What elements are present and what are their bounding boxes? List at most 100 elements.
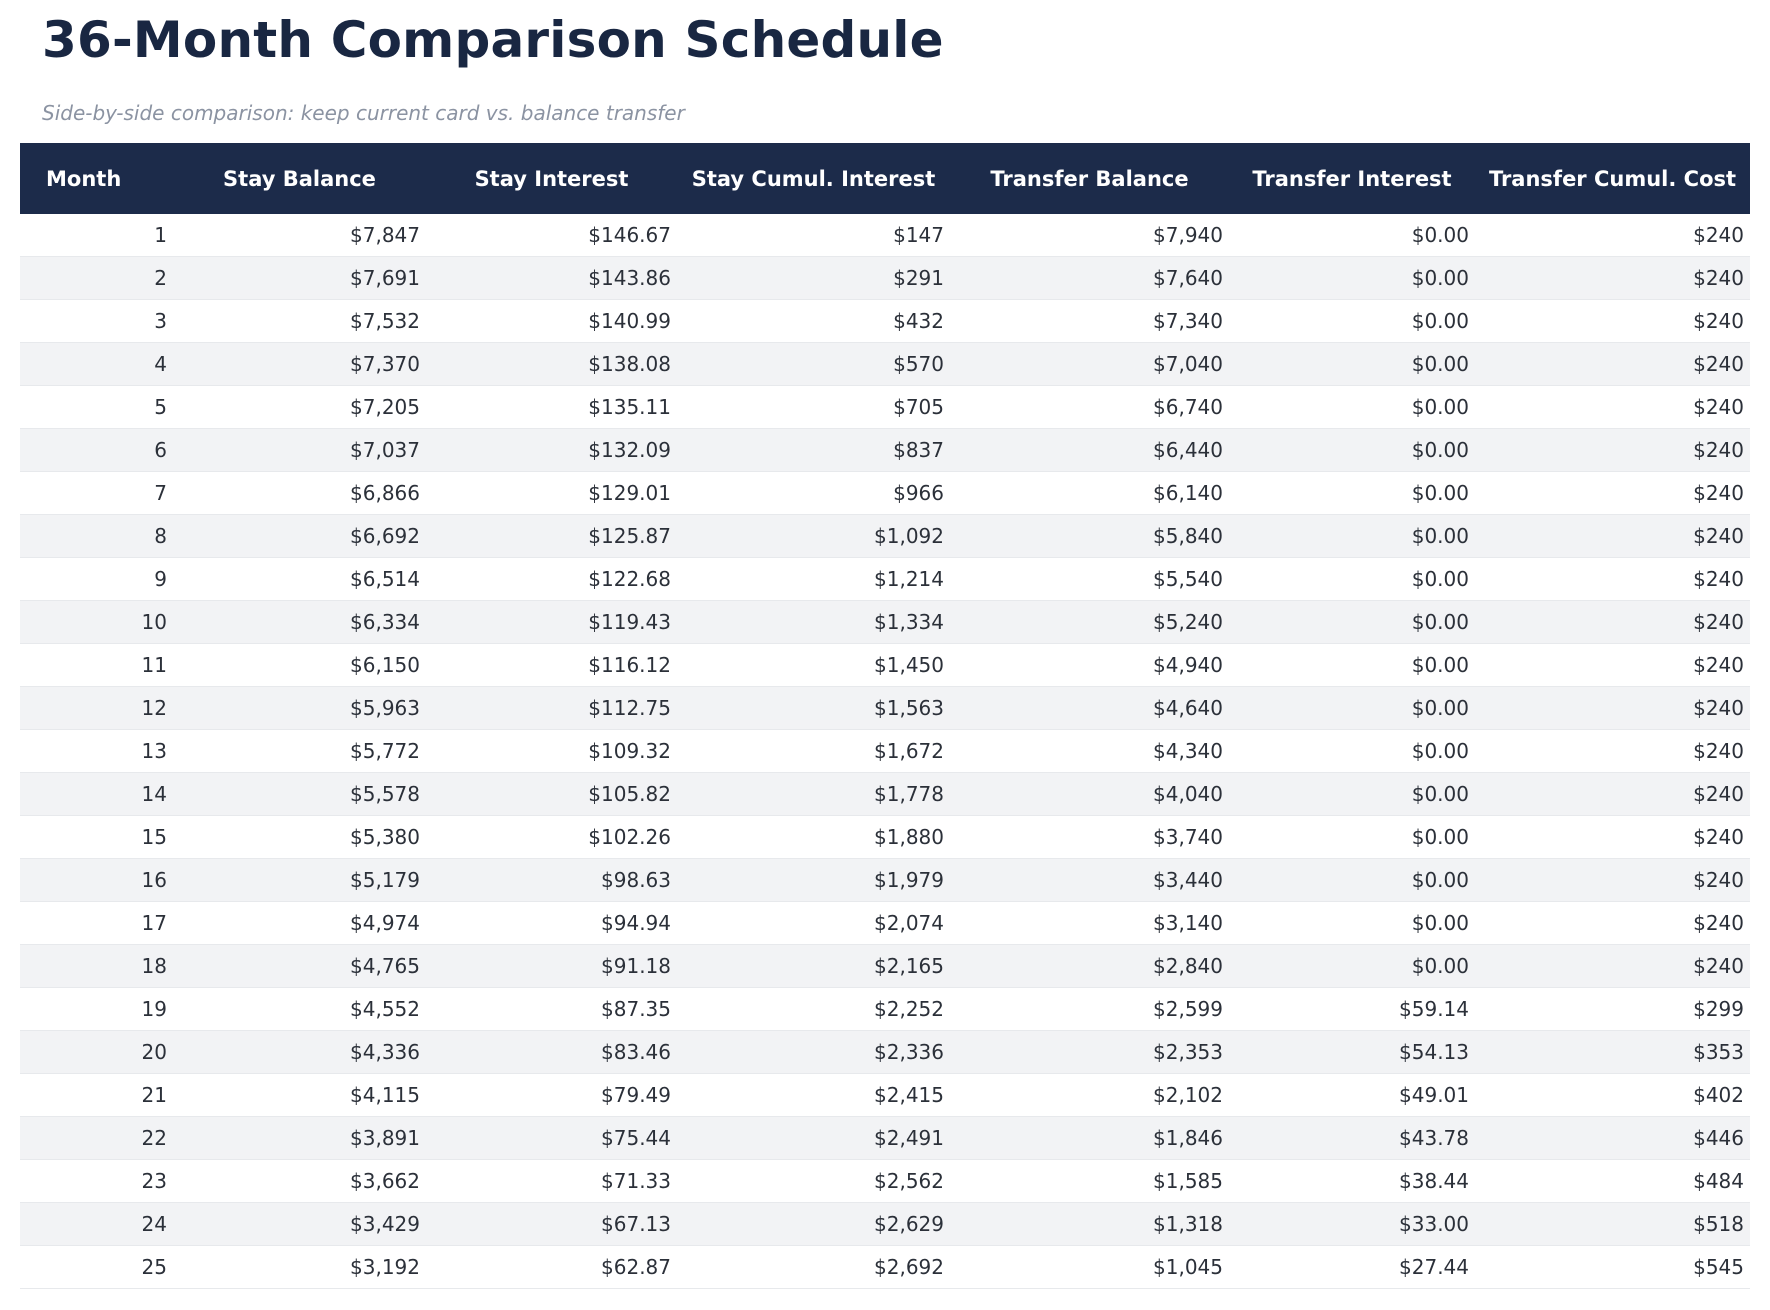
table-cell: $5,772 bbox=[350, 739, 420, 763]
month-cell: 9 bbox=[154, 567, 167, 591]
table-cell: $87.35 bbox=[601, 997, 671, 1021]
table-cell: $0.00 bbox=[1411, 825, 1469, 849]
month-cell: 2 bbox=[154, 266, 167, 290]
table-cell: $0.00 bbox=[1411, 782, 1469, 806]
table-cell: $240 bbox=[1693, 954, 1744, 978]
page-subtitle: Side-by-side comparison: keep current ca… bbox=[42, 101, 685, 125]
table-cell: $2,353 bbox=[1153, 1040, 1223, 1064]
table-cell: $446 bbox=[1693, 1126, 1744, 1150]
table-cell: $6,440 bbox=[1153, 438, 1223, 462]
table-cell: $6,140 bbox=[1153, 481, 1223, 505]
table-header: Month Stay Balance Stay Interest Stay Cumul… bbox=[20, 143, 1750, 214]
table-cell: $75.44 bbox=[601, 1126, 671, 1150]
table-cell: $3,140 bbox=[1153, 911, 1223, 935]
column-header-stay-interest: Stay Interest bbox=[426, 143, 677, 214]
table-cell: $116.12 bbox=[588, 653, 671, 677]
table-cell: $6,866 bbox=[350, 481, 420, 505]
table-cell: $7,205 bbox=[350, 395, 420, 419]
table-cell: $240 bbox=[1693, 567, 1744, 591]
table-row: 3 $7,532 $140.99 $432 $7,340 $0.00 $240 bbox=[20, 300, 1750, 343]
table-cell: $837 bbox=[893, 438, 944, 462]
table-row: 4 $7,370 $138.08 $570 $7,040 $0.00 $240 bbox=[20, 342, 1750, 386]
table-row: 7 $6,866 $129.01 $966 $6,140 $0.00 $240 bbox=[20, 472, 1750, 515]
table-cell: $2,165 bbox=[874, 954, 944, 978]
table-cell: $5,240 bbox=[1153, 610, 1223, 634]
table-cell: $5,540 bbox=[1153, 567, 1223, 591]
table-row: 13 $5,772 $109.32 $1,672 $4,340 $0.00 $240 bbox=[20, 730, 1750, 773]
table-cell: $1,846 bbox=[1153, 1126, 1223, 1150]
table-cell: $240 bbox=[1693, 266, 1744, 290]
table-cell: $432 bbox=[893, 309, 944, 333]
table-cell: $240 bbox=[1693, 309, 1744, 333]
month-cell: 13 bbox=[141, 739, 167, 763]
table-cell: $240 bbox=[1693, 911, 1744, 935]
column-header-transfer-cumul-cost: Transfer Cumul. Cost bbox=[1475, 143, 1750, 214]
table-cell: $71.33 bbox=[601, 1169, 671, 1193]
table-row: 20 $4,336 $83.46 $2,336 $2,353 $54.13 $353 bbox=[20, 1030, 1750, 1074]
table-cell: $0.00 bbox=[1411, 481, 1469, 505]
table-cell: $3,891 bbox=[350, 1126, 420, 1150]
table-cell: $240 bbox=[1693, 524, 1744, 548]
month-cell: 20 bbox=[141, 1040, 167, 1064]
table-cell: $240 bbox=[1693, 438, 1744, 462]
table-row: 25 $3,192 $62.87 $2,692 $1,045 $27.44 $545 bbox=[20, 1246, 1750, 1289]
table-cell: $27.44 bbox=[1399, 1255, 1469, 1279]
table-row: 21 $4,115 $79.49 $2,415 $2,102 $49.01 $402 bbox=[20, 1074, 1750, 1117]
month-cell: 19 bbox=[141, 997, 167, 1021]
table-cell: $102.26 bbox=[588, 825, 671, 849]
table-cell: $143.86 bbox=[588, 266, 671, 290]
table-cell: $240 bbox=[1693, 868, 1744, 892]
table-cell: $2,562 bbox=[874, 1169, 944, 1193]
table-cell: $2,491 bbox=[874, 1126, 944, 1150]
table-cell: $7,532 bbox=[350, 309, 420, 333]
table-cell: $62.87 bbox=[601, 1255, 671, 1279]
month-cell: 17 bbox=[141, 911, 167, 935]
table-cell: $2,599 bbox=[1153, 997, 1223, 1021]
table-cell: $140.99 bbox=[588, 309, 671, 333]
table-cell: $7,370 bbox=[350, 352, 420, 376]
table-cell: $240 bbox=[1693, 739, 1744, 763]
table-row: 6 $7,037 $132.09 $837 $6,440 $0.00 $240 bbox=[20, 428, 1750, 472]
table-row: 1 $7,847 $146.67 $147 $7,940 $0.00 $240 bbox=[20, 214, 1750, 257]
month-cell: 14 bbox=[141, 782, 167, 806]
table-row: 9 $6,514 $122.68 $1,214 $5,540 $0.00 $240 bbox=[20, 558, 1750, 601]
table-cell: $2,840 bbox=[1153, 954, 1223, 978]
table-body: 1 $7,847 $146.67 $147 $7,940 $0.00 $240 2 $7,691… bbox=[20, 214, 1750, 1289]
table-cell: $129.01 bbox=[588, 481, 671, 505]
table-cell: $1,214 bbox=[874, 567, 944, 591]
table-cell: $1,045 bbox=[1153, 1255, 1223, 1279]
table-cell: $1,585 bbox=[1153, 1169, 1223, 1193]
month-cell: 24 bbox=[141, 1212, 167, 1236]
table-cell: $4,340 bbox=[1153, 739, 1223, 763]
table-cell: $6,334 bbox=[350, 610, 420, 634]
table-cell: $109.32 bbox=[588, 739, 671, 763]
table-cell: $5,380 bbox=[350, 825, 420, 849]
month-cell: 23 bbox=[141, 1169, 167, 1193]
table-row: 11 $6,150 $116.12 $1,450 $4,940 $0.00 $240 bbox=[20, 644, 1750, 687]
table-cell: $353 bbox=[1693, 1040, 1744, 1064]
month-cell: 4 bbox=[154, 352, 167, 376]
table-cell: $4,640 bbox=[1153, 696, 1223, 720]
table-row: 2 $7,691 $143.86 $291 $7,640 $0.00 $240 bbox=[20, 256, 1750, 300]
month-cell: 11 bbox=[141, 653, 167, 677]
table-cell: $0.00 bbox=[1411, 868, 1469, 892]
table-cell: $1,334 bbox=[874, 610, 944, 634]
table-row: 10 $6,334 $119.43 $1,334 $5,240 $0.00 $240 bbox=[20, 600, 1750, 644]
table-cell: $2,336 bbox=[874, 1040, 944, 1064]
table-cell: $49.01 bbox=[1399, 1083, 1469, 1107]
table-cell: $240 bbox=[1693, 223, 1744, 247]
table-cell: $240 bbox=[1693, 352, 1744, 376]
table-cell: $5,963 bbox=[350, 696, 420, 720]
table-cell: $240 bbox=[1693, 782, 1744, 806]
column-header-transfer-balance: Transfer Balance bbox=[950, 143, 1229, 214]
page-title: 36-Month Comparison Schedule bbox=[42, 11, 944, 69]
table-row: 17 $4,974 $94.94 $2,074 $3,140 $0.00 $240 bbox=[20, 902, 1750, 945]
table-cell: $2,629 bbox=[874, 1212, 944, 1236]
table-cell: $83.46 bbox=[601, 1040, 671, 1064]
table-cell: $43.78 bbox=[1399, 1126, 1469, 1150]
table-cell: $2,074 bbox=[874, 911, 944, 935]
table-cell: $240 bbox=[1693, 610, 1744, 634]
table-cell: $0.00 bbox=[1411, 309, 1469, 333]
table-cell: $0.00 bbox=[1411, 438, 1469, 462]
table-cell: $1,092 bbox=[874, 524, 944, 548]
